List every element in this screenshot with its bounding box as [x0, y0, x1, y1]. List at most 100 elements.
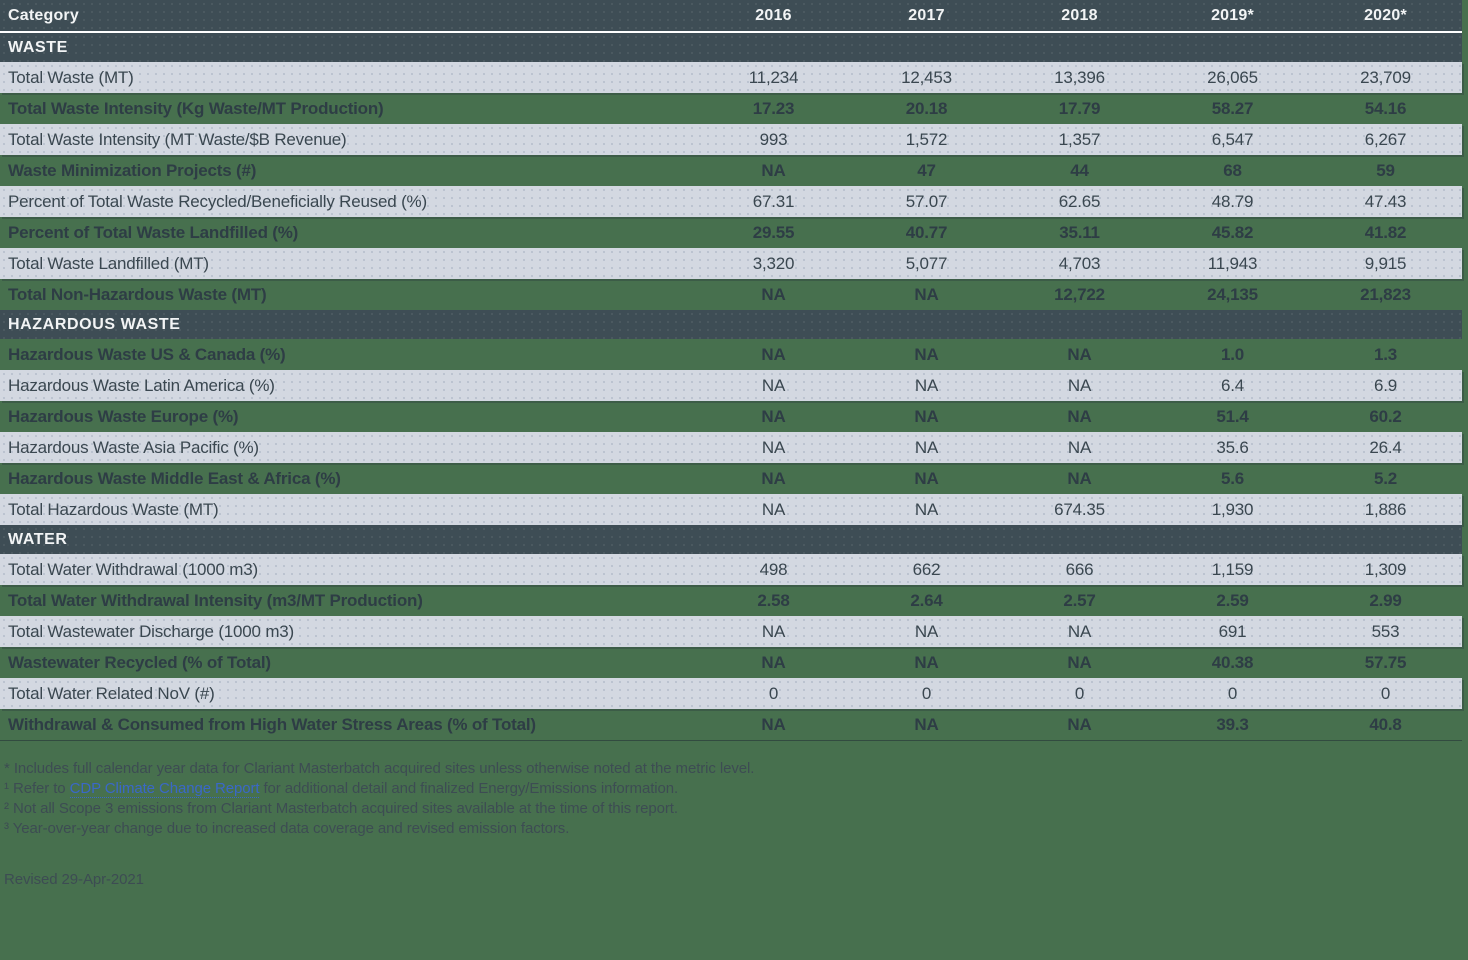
cell-value: 5,077: [905, 253, 948, 273]
cell-value: 48.79: [1211, 191, 1254, 211]
table-row: Percent of Total Waste Recycled/Benefici…: [0, 186, 1462, 217]
cell-value: 47.43: [1364, 191, 1407, 211]
row-label: Waste Minimization Projects (#): [8, 160, 257, 180]
section-header-hazardous-waste: HAZARDOUS WASTE: [0, 310, 1462, 339]
cell-value: 0: [1380, 683, 1391, 703]
footnote-4: ³ Year-over-year change due to increased…: [4, 819, 1468, 839]
cell-value: 54.16: [1364, 98, 1407, 118]
table-row: Wastewater Recycled (% of Total) NA NA NA 40…: [0, 647, 1462, 678]
row-label: Withdrawal & Consumed from High Water St…: [8, 714, 536, 734]
cell-value: NA: [914, 406, 939, 426]
row-label: Total Waste Intensity (Kg Waste/MT Produ…: [8, 98, 384, 118]
footnote-marker: *: [4, 760, 10, 777]
cell-value: 6.4: [1220, 375, 1245, 395]
cell-value: 35.11: [1059, 222, 1100, 242]
section-title: WATER: [8, 530, 68, 548]
footnote-marker: ¹: [4, 780, 9, 797]
cell-value: 1.3: [1373, 344, 1398, 364]
row-label: Hazardous Waste Middle East & Africa (%): [8, 468, 341, 488]
cell-value: 2.58: [757, 590, 790, 610]
cell-value: 39.3: [1216, 714, 1249, 734]
section-header-waste: WASTE: [0, 33, 1462, 62]
cell-value: NA: [761, 344, 786, 364]
cell-value: 5.6: [1220, 468, 1245, 488]
cell-value: NA: [761, 284, 786, 304]
cell-value: 4,703: [1058, 253, 1101, 273]
cell-value: 662: [912, 559, 941, 579]
row-label: Hazardous Waste Latin America (%): [8, 375, 275, 395]
cell-value: 40.8: [1369, 714, 1402, 734]
cell-value: 17.79: [1058, 98, 1101, 118]
cell-value: 9,915: [1364, 253, 1407, 273]
row-label: Total Water Related NoV (#): [8, 683, 215, 703]
cell-value: 0: [1074, 683, 1085, 703]
cell-value: 993: [759, 129, 788, 149]
footnote-marker: ²: [4, 800, 9, 817]
cell-value: 553: [1371, 621, 1400, 641]
row-label: Total Waste Intensity (MT Waste/$B Reven…: [8, 129, 347, 149]
table-row: Hazardous Waste US & Canada (%) NA NA NA 1.0…: [0, 339, 1462, 370]
table-row: Total Non-Hazardous Waste (MT) NA NA 12,722…: [0, 279, 1462, 310]
cell-value: NA: [761, 406, 786, 426]
footnotes: * Includes full calendar year data for C…: [4, 759, 1468, 839]
cell-value: 2.64: [910, 590, 943, 610]
table-header-row: Category 2016 2017 2018 2019* 2020*: [0, 0, 1462, 33]
cell-value: 6.9: [1373, 375, 1398, 395]
cell-value: NA: [914, 284, 939, 304]
table-row: Total Waste Intensity (Kg Waste/MT Produ…: [0, 93, 1462, 124]
section-header-water: WATER: [0, 525, 1462, 554]
table-row: Total Waste Intensity (MT Waste/$B Reven…: [0, 124, 1462, 155]
cell-value: 0: [1227, 683, 1238, 703]
table-row: Hazardous Waste Middle East & Africa (%)…: [0, 463, 1462, 494]
cell-value: NA: [914, 652, 939, 672]
cell-value: 12,722: [1054, 284, 1105, 304]
cell-value: NA: [1067, 375, 1092, 395]
table-row: Total Water Withdrawal Intensity (m3/MT …: [0, 585, 1462, 616]
cell-value: NA: [914, 437, 939, 457]
cell-value: 58.27: [1211, 98, 1254, 118]
cell-value: NA: [761, 714, 786, 734]
row-label: Hazardous Waste Asia Pacific (%): [8, 437, 259, 457]
cell-value: 0: [921, 683, 932, 703]
cell-value: 68: [1223, 160, 1242, 180]
footnote-text: Not all Scope 3 emissions from Clariant …: [8, 800, 678, 817]
cell-value: 62.65: [1058, 191, 1101, 211]
cell-value: NA: [761, 437, 786, 457]
cell-value: 1,159: [1211, 559, 1254, 579]
cell-value: 1,572: [905, 129, 948, 149]
section-title: WASTE: [8, 38, 68, 56]
cell-value: 47: [917, 160, 936, 180]
row-label: Percent of Total Waste Recycled/Benefici…: [8, 191, 427, 211]
cell-value: 60.2: [1369, 406, 1402, 426]
column-header-year-1: 2016: [755, 6, 792, 24]
table-row: Waste Minimization Projects (#) NA 47 44 68 5…: [0, 155, 1462, 186]
cell-value: NA: [761, 468, 786, 488]
cell-value: NA: [914, 468, 939, 488]
cell-value: 26,065: [1207, 67, 1258, 87]
column-header-year-2: 2017: [908, 6, 945, 24]
cell-value: 45.82: [1211, 222, 1254, 242]
cell-value: 57.75: [1364, 652, 1407, 672]
cell-value: NA: [761, 652, 786, 672]
cell-value: 2.57: [1063, 590, 1096, 610]
row-label: Total Water Withdrawal Intensity (m3/MT …: [8, 590, 423, 610]
table-row: Hazardous Waste Europe (%) NA NA NA 51.4 60.2: [0, 401, 1462, 432]
section-title: HAZARDOUS WASTE: [8, 315, 181, 333]
cell-value: 40.38: [1211, 652, 1254, 672]
cell-value: 2.59: [1216, 590, 1249, 610]
cell-value: 12,453: [901, 67, 952, 87]
row-label: Hazardous Waste Europe (%): [8, 406, 239, 426]
cell-value: NA: [761, 621, 786, 641]
cell-value: 666: [1065, 559, 1094, 579]
table-row: Total Waste Landfilled (MT) 3,320 5,077 4,7…: [0, 248, 1462, 279]
cell-value: 6,267: [1364, 129, 1407, 149]
cell-value: 59: [1376, 160, 1395, 180]
column-header-year-3: 2018: [1061, 6, 1098, 24]
cell-value: NA: [914, 714, 939, 734]
cdp-climate-change-report-link[interactable]: CDP Climate Change Report: [69, 780, 260, 798]
footnote-text: Refer to: [8, 780, 70, 797]
cell-value: 1,930: [1211, 499, 1254, 519]
table-row: Percent of Total Waste Landfilled (%) 29.…: [0, 217, 1462, 248]
table-row: Hazardous Waste Latin America (%) NA NA NA 6…: [0, 370, 1462, 401]
cell-value: NA: [1067, 344, 1092, 364]
